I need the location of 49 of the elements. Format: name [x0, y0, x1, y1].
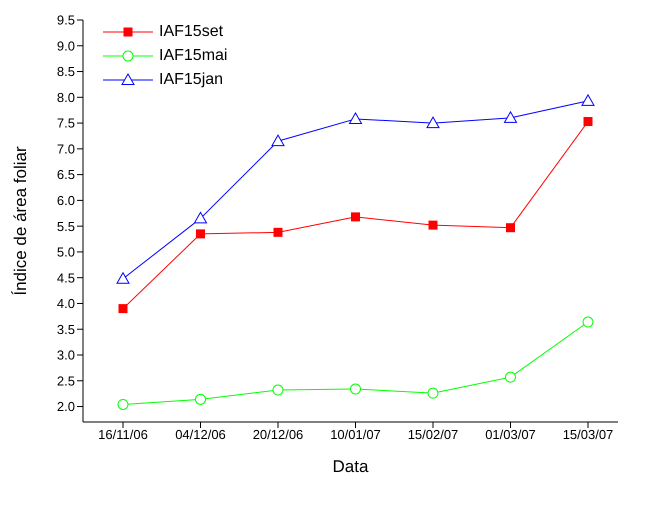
y-tick-label: 3.5: [56, 322, 75, 337]
x-axis-title: Data: [332, 457, 369, 476]
point: [118, 304, 128, 314]
y-tick-label: 9.0: [56, 38, 75, 54]
point: [116, 272, 130, 284]
y-tick-label: 7.0: [56, 141, 75, 156]
point: [118, 398, 128, 410]
y-tick-label: 4.0: [56, 296, 75, 312]
legend-label: IAF15mai: [159, 47, 228, 65]
point: [584, 117, 592, 126]
point: [274, 228, 282, 237]
point: [504, 111, 517, 123]
x-tick-label: 01/03/07: [485, 427, 536, 442]
y-tick-label: 2.5: [56, 373, 75, 388]
y-tick-label: 2.0: [56, 399, 75, 414]
y-tick-label: 9.5: [56, 12, 75, 28]
point: [350, 384, 361, 395]
x-tick-label: 10/01/07: [330, 427, 381, 442]
point: [582, 316, 594, 328]
legend-label: IAF15jan: [159, 71, 224, 89]
x-tick-label: 20/12/06: [252, 427, 304, 442]
x-tick-label: 04/12/06: [175, 427, 226, 442]
y-tick-label: 8.0: [56, 90, 75, 105]
point: [351, 212, 360, 222]
point: [349, 112, 362, 124]
point: [196, 229, 205, 238]
point: [428, 388, 438, 399]
y-tick-label: 8.5: [56, 64, 75, 80]
point: [426, 116, 440, 128]
point: [194, 212, 207, 224]
point: [195, 394, 206, 405]
y-tick-label: 4.5: [56, 270, 75, 286]
point: [505, 372, 516, 383]
y-tick-label: 6.5: [56, 167, 75, 182]
point: [272, 384, 284, 396]
y-tick-label: 7.5: [56, 116, 75, 131]
legend-label: IAF15set: [159, 23, 224, 41]
y-axis-title: Índice de área foliar: [11, 146, 30, 296]
x-tick-label: 15/03/07: [562, 427, 614, 442]
point: [428, 220, 438, 230]
point: [582, 94, 594, 106]
y-tick-label: 3.0: [56, 348, 75, 363]
y-tick-label: 5.0: [56, 244, 75, 260]
point: [272, 134, 284, 146]
x-tick-label: 16/11/06: [98, 427, 148, 442]
y-tick-label: 6.0: [56, 193, 75, 208]
x-tick-label: 15/02/07: [408, 427, 458, 442]
y-tick-label: 5.5: [56, 218, 75, 234]
point: [506, 223, 515, 232]
